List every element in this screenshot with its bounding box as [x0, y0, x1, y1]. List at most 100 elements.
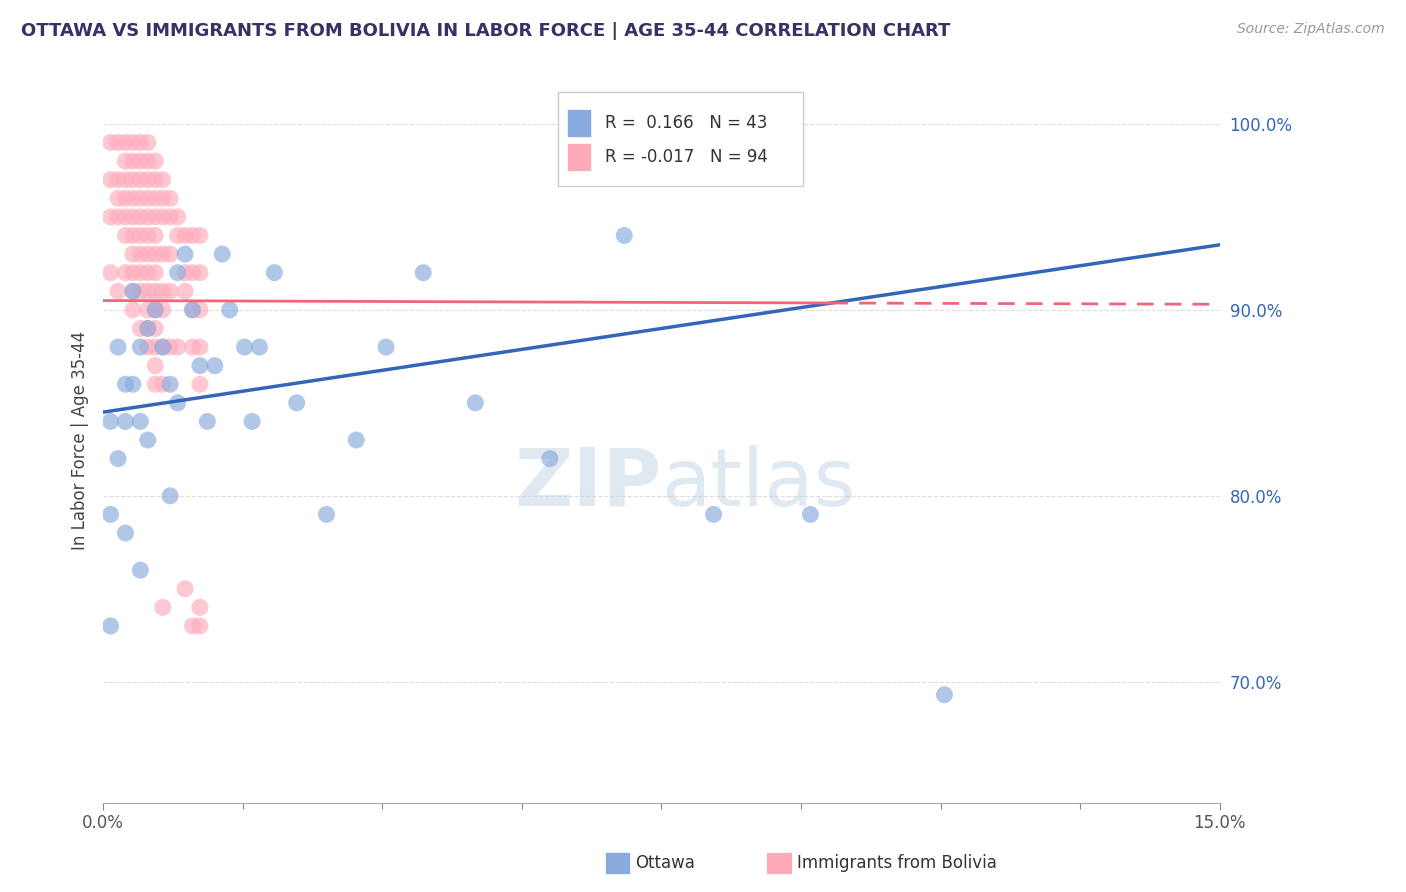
Point: [114, 526, 136, 541]
Point: [122, 266, 145, 280]
Text: atlas: atlas: [661, 444, 856, 523]
Point: [136, 191, 159, 205]
Point: [152, 377, 174, 392]
Point: [136, 228, 159, 243]
Text: ZIP: ZIP: [515, 444, 661, 523]
Point: [122, 247, 145, 261]
FancyBboxPatch shape: [558, 92, 803, 186]
Point: [143, 285, 166, 299]
Point: [188, 340, 211, 354]
Point: [100, 619, 122, 633]
Point: [249, 340, 271, 354]
Point: [143, 359, 166, 373]
Point: [174, 228, 197, 243]
Point: [122, 377, 145, 392]
Text: Immigrants from Bolivia: Immigrants from Bolivia: [797, 855, 997, 872]
Point: [143, 247, 166, 261]
Point: [152, 191, 174, 205]
Point: [703, 508, 725, 522]
Point: [166, 228, 188, 243]
Point: [114, 228, 136, 243]
Point: [129, 154, 152, 169]
Point: [143, 321, 166, 335]
Point: [188, 228, 211, 243]
Point: [122, 191, 145, 205]
Point: [204, 359, 226, 373]
Text: OTTAWA VS IMMIGRANTS FROM BOLIVIA IN LABOR FORCE | AGE 35-44 CORRELATION CHART: OTTAWA VS IMMIGRANTS FROM BOLIVIA IN LAB…: [21, 22, 950, 40]
Point: [181, 302, 204, 317]
Bar: [567, 144, 591, 171]
Point: [122, 136, 145, 150]
Point: [152, 340, 174, 354]
Text: Ottawa: Ottawa: [636, 855, 696, 872]
Point: [143, 340, 166, 354]
Point: [188, 600, 211, 615]
Point: [129, 210, 152, 224]
Point: [107, 285, 129, 299]
Point: [136, 210, 159, 224]
Point: [285, 396, 308, 410]
Point: [799, 508, 821, 522]
Point: [114, 210, 136, 224]
Point: [129, 172, 152, 186]
Bar: [567, 110, 591, 136]
Point: [136, 285, 159, 299]
Point: [107, 172, 129, 186]
Point: [129, 191, 152, 205]
Point: [152, 340, 174, 354]
Point: [136, 266, 159, 280]
Point: [174, 285, 197, 299]
Point: [122, 228, 145, 243]
Point: [114, 377, 136, 392]
Point: [181, 619, 204, 633]
Text: R =  0.166   N = 43: R = 0.166 N = 43: [605, 114, 766, 132]
Point: [934, 688, 956, 702]
Point: [122, 302, 145, 317]
Point: [100, 266, 122, 280]
Point: [152, 285, 174, 299]
Point: [143, 191, 166, 205]
Point: [159, 377, 181, 392]
Point: [152, 172, 174, 186]
Point: [107, 340, 129, 354]
Point: [136, 433, 159, 447]
Point: [188, 359, 211, 373]
Point: [143, 266, 166, 280]
Point: [114, 172, 136, 186]
Point: [181, 266, 204, 280]
Point: [129, 285, 152, 299]
Point: [152, 600, 174, 615]
Point: [263, 266, 285, 280]
Point: [122, 172, 145, 186]
Point: [136, 302, 159, 317]
Point: [159, 191, 181, 205]
Point: [100, 210, 122, 224]
Point: [233, 340, 256, 354]
Text: Source: ZipAtlas.com: Source: ZipAtlas.com: [1237, 22, 1385, 37]
Point: [181, 228, 204, 243]
Point: [344, 433, 367, 447]
Point: [100, 414, 122, 428]
Point: [143, 172, 166, 186]
Point: [114, 191, 136, 205]
Point: [188, 302, 211, 317]
Point: [143, 154, 166, 169]
Point: [114, 266, 136, 280]
Point: [188, 266, 211, 280]
Point: [211, 247, 233, 261]
Point: [166, 396, 188, 410]
Point: [136, 340, 159, 354]
Point: [159, 340, 181, 354]
Point: [143, 302, 166, 317]
Point: [174, 247, 197, 261]
Point: [122, 154, 145, 169]
Point: [159, 489, 181, 503]
Point: [107, 136, 129, 150]
Point: [107, 210, 129, 224]
Point: [159, 285, 181, 299]
Point: [136, 172, 159, 186]
Point: [136, 321, 159, 335]
Point: [152, 210, 174, 224]
Y-axis label: In Labor Force | Age 35-44: In Labor Force | Age 35-44: [72, 330, 89, 549]
Point: [143, 302, 166, 317]
